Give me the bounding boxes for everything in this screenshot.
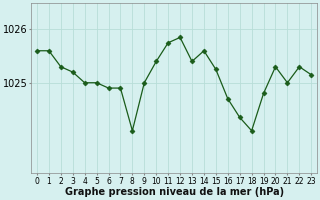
X-axis label: Graphe pression niveau de la mer (hPa): Graphe pression niveau de la mer (hPa) [65, 187, 284, 197]
